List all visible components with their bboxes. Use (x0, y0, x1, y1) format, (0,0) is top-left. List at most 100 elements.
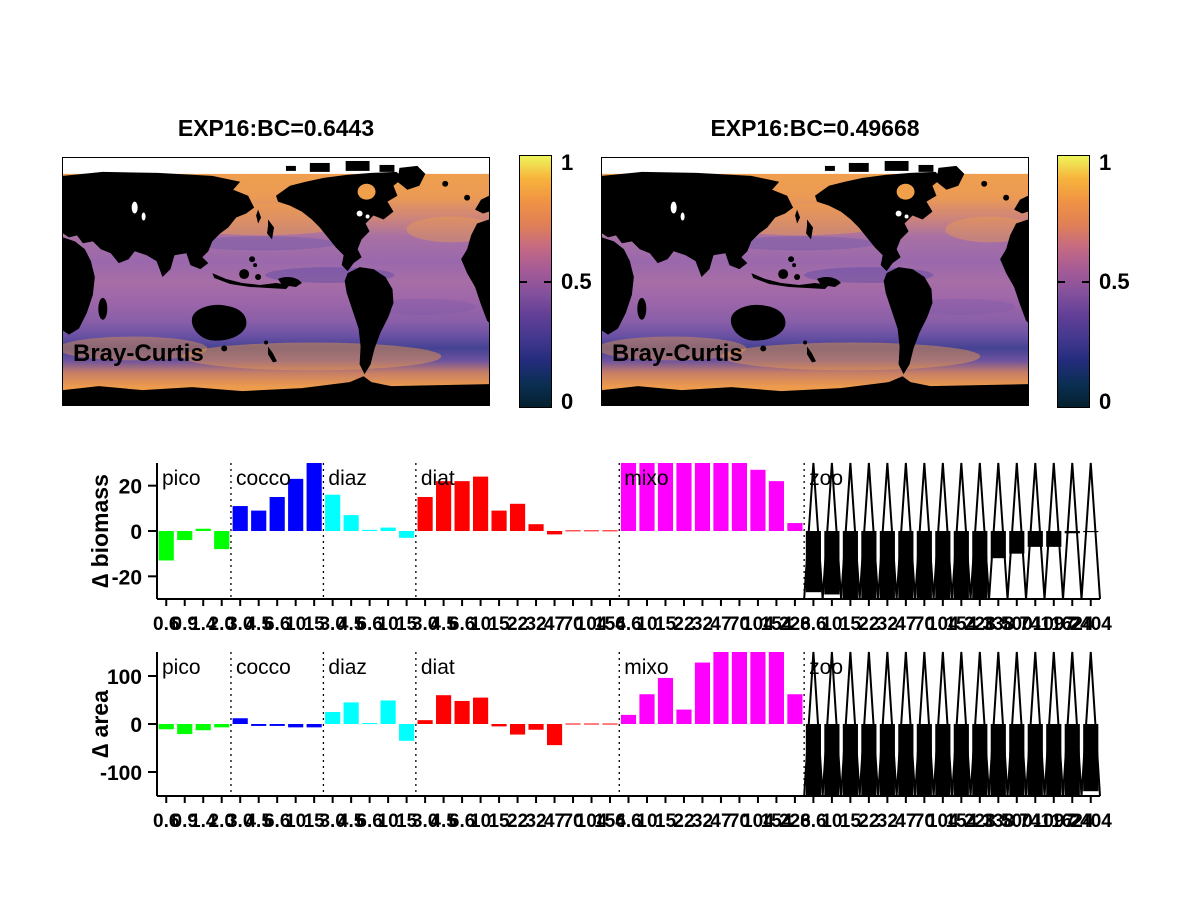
bar-zoo-13 (1046, 724, 1062, 796)
bar-diaz-4 (399, 531, 415, 538)
bar-mixo-6 (731, 463, 748, 531)
bar-pico-2 (195, 528, 211, 531)
x-tick-label: 10 (636, 614, 657, 635)
bar-diat-2 (454, 481, 470, 531)
bar-diat-0 (417, 497, 433, 531)
bar-zoo-2 (842, 724, 858, 796)
bar-zoo-8 (953, 724, 969, 796)
bar-zoo-9 (972, 531, 988, 599)
bar-mixo-8 (768, 481, 785, 531)
x-tick-label: 10 (378, 614, 399, 635)
x-tick-label: 1.4 (190, 811, 217, 832)
x-tick-label: 22 (858, 811, 879, 832)
bar-diat-9 (583, 530, 600, 532)
x-tick-label: 10 (821, 811, 842, 832)
group-label-diat: diat (421, 656, 455, 679)
x-tick-label: 104 (927, 811, 959, 832)
bar-mixo-6 (731, 652, 748, 724)
x-tick-label: 10 (821, 614, 842, 635)
x-tick-label: 6.6 (800, 811, 826, 832)
bar-mixo-2 (657, 677, 674, 724)
x-tick-label: 104 (576, 811, 608, 832)
bar-zoo-6 (916, 531, 932, 599)
colorbar-2-min-label: 0 (1099, 389, 1112, 414)
x-tick-label: 338 (982, 811, 1014, 832)
map2-panel: Bray-Curtis (601, 157, 1029, 406)
x-tick-label: 47 (710, 811, 731, 832)
map1-panel: Bray-Curtis (62, 157, 490, 406)
colorbar-2-max-label: 1 (1099, 150, 1112, 175)
x-tick-label: 4.5 (245, 811, 272, 832)
group-label-cocco: cocco (236, 656, 291, 679)
x-tick-label: 228 (779, 811, 811, 832)
group-label-mixo: mixo (624, 656, 668, 679)
x-tick-label: 104 (576, 614, 608, 635)
bar-zoo-3 (861, 724, 877, 796)
x-tick-label: 741 (1019, 614, 1051, 635)
bar-zoo-3 (861, 531, 877, 599)
group-label-diaz: diaz (328, 656, 367, 679)
bar-zoo-5 (898, 531, 914, 599)
x-tick-label: 47 (895, 614, 916, 635)
group-label-pico: pico (162, 656, 201, 679)
x-tick-label: 15 (304, 811, 326, 832)
bar-diat-6 (528, 724, 544, 730)
bar-mixo-9 (787, 523, 803, 531)
bar-diat-0 (417, 720, 433, 724)
x-tick-label: 15 (840, 811, 862, 832)
bar-mixo-0 (620, 714, 637, 724)
bar-cocco-2 (269, 497, 285, 531)
x-tick-label: 70 (562, 811, 583, 832)
bar-cocco-2 (269, 724, 285, 726)
x-tick-label: 154 (761, 811, 793, 832)
bar-cocco-3 (288, 478, 304, 531)
x-tick-label: 70 (729, 614, 750, 635)
bar-zoo-4 (879, 724, 895, 796)
x-tick-label: 6.6 (356, 811, 382, 832)
y-tick-label: 0 (130, 521, 142, 544)
group-label-cocco: cocco (236, 467, 291, 490)
x-tick-label: 6.6 (449, 811, 475, 832)
x-tick-label: 15 (655, 614, 677, 635)
bar-cocco-0 (232, 718, 248, 724)
x-tick-label: 70 (914, 811, 935, 832)
x-tick-label: 32 (525, 811, 546, 832)
bar-chart-biomass: 0.60.91.42.03.04.56.610153.04.56.610153.… (87, 462, 1113, 635)
bar-zoo-0 (805, 531, 821, 593)
colorbar-2-mid-label: 0.5 (1099, 269, 1130, 294)
bar-zoo-13 (1046, 531, 1062, 547)
x-tick-label: 10 (285, 811, 306, 832)
x-tick-label: 15 (304, 614, 326, 635)
x-tick-label: 500 (1001, 811, 1033, 832)
x-tick-label: 0.6 (153, 614, 179, 635)
x-tick-label: 0.9 (172, 614, 198, 635)
x-tick-label: 1.4 (190, 614, 217, 635)
bar-diaz-3 (380, 527, 396, 531)
x-tick-label: 3.0 (412, 811, 438, 832)
x-tick-label: 2404 (1070, 614, 1113, 635)
bar-diaz-0 (325, 712, 341, 724)
x-tick-label: 1624 (1051, 614, 1094, 635)
group-label-zoo: zoo (809, 656, 843, 679)
bar-pico-1 (177, 724, 193, 735)
x-tick-label: 4.5 (338, 614, 365, 635)
bar-diat-10 (602, 723, 618, 725)
x-tick-label: 32 (692, 614, 713, 635)
x-tick-label: 15 (488, 811, 510, 832)
bar-zoo-0 (805, 724, 821, 796)
bar-zoo-14 (1064, 531, 1080, 534)
bar-diat-8 (565, 530, 581, 532)
bar-pico-3 (214, 724, 230, 728)
bar-diat-7 (546, 724, 563, 746)
bar-mixo-4 (694, 463, 711, 531)
bar-diat-1 (436, 695, 452, 724)
map2-metric-label: Bray-Curtis (612, 340, 743, 367)
x-tick-label: 104 (742, 614, 774, 635)
x-tick-label: 22 (858, 614, 879, 635)
colorbar-1-min-label: 0 (561, 389, 574, 414)
group-label-zoo: zoo (809, 467, 843, 490)
x-tick-label: 10 (636, 811, 657, 832)
bar-zoo-15 (1083, 724, 1099, 792)
y-tick-label: 0 (130, 714, 142, 737)
